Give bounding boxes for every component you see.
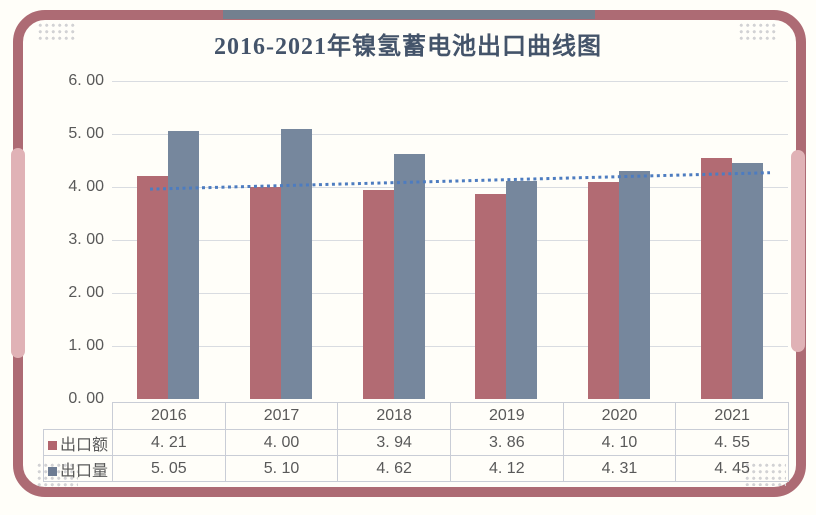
- bar-export-value-2018: [362, 190, 394, 399]
- table-value-cell: 4. 00: [224, 429, 339, 456]
- chart-title: 2016-2021年镍氢蓄电池出口曲线图: [214, 34, 602, 60]
- right-border-tab: [791, 150, 805, 352]
- table-year-header: 2021: [675, 402, 789, 430]
- table-value-cell: 4. 55: [675, 429, 789, 456]
- table-year-header: 2017: [224, 402, 339, 430]
- dot-grid-top-right: [738, 22, 778, 42]
- legend-label: 出口额: [60, 436, 109, 454]
- table-value-cell: 3. 86: [449, 429, 564, 456]
- y-axis-tick-label: 6. 00: [68, 72, 104, 89]
- left-border-tab: [11, 148, 25, 358]
- bar-export-value-2016: [137, 175, 169, 399]
- bar-export-volume-2017: [281, 128, 312, 399]
- table-value-cell: 5. 05: [112, 455, 226, 482]
- bar-export-value-2021: [700, 157, 732, 399]
- table-value-cell: 3. 94: [337, 429, 451, 456]
- gridline: [112, 345, 788, 347]
- bar-export-volume-2019: [506, 180, 538, 399]
- y-axis-tick-label: 3. 00: [68, 231, 104, 248]
- gridline: [112, 292, 788, 294]
- bar-export-volume-2018: [393, 154, 425, 399]
- y-axis-tick-label: 2. 00: [68, 284, 104, 301]
- table-year-header: 2016: [112, 402, 226, 430]
- y-axis-tick-label: 4. 00: [68, 178, 104, 195]
- table-year-header: 2019: [449, 402, 564, 430]
- bar-export-volume-2021: [731, 163, 763, 399]
- gridline: [112, 133, 788, 135]
- bar-export-value-2019: [475, 194, 507, 399]
- dot-grid-top-left: [37, 22, 77, 42]
- table-corner-spacer: [44, 403, 113, 430]
- table-value-cell: 4. 45: [675, 455, 789, 482]
- y-axis-tick-label: 0. 00: [68, 390, 104, 407]
- bar-export-volume-2020: [619, 170, 650, 399]
- top-accent-bar: [223, 10, 595, 19]
- gridline: [112, 80, 788, 82]
- bar-export-value-2020: [588, 181, 619, 399]
- gridline: [112, 239, 788, 241]
- legend-swatch: [48, 440, 57, 450]
- table-value-cell: 4. 62: [337, 455, 451, 482]
- table-value-cell: 4. 21: [112, 429, 226, 456]
- table-year-header: 2020: [562, 402, 677, 430]
- table-value-cell: 4. 12: [449, 455, 564, 482]
- legend-swatch: [48, 466, 57, 476]
- y-axis-tick-label: 1. 00: [68, 337, 104, 354]
- bar-export-volume-2016: [168, 131, 200, 399]
- table-value-cell: 5. 10: [224, 455, 339, 482]
- legend-cell-出口额: 出口额: [43, 429, 113, 456]
- y-axis-tick-label: 5. 00: [68, 125, 104, 142]
- bar-export-value-2017: [250, 187, 281, 399]
- table-value-cell: 4. 10: [562, 429, 677, 456]
- table-value-cell: 4. 31: [562, 455, 677, 482]
- legend-cell-出口量: 出口量: [43, 455, 113, 482]
- chart-data-table: 2016 2017 2018 2019 2020 2021 出口额 4. 21 4. 00 3. …: [43, 402, 789, 482]
- legend-label: 出口量: [60, 462, 109, 480]
- table-year-header: 2018: [337, 402, 451, 430]
- gridline: [112, 186, 788, 188]
